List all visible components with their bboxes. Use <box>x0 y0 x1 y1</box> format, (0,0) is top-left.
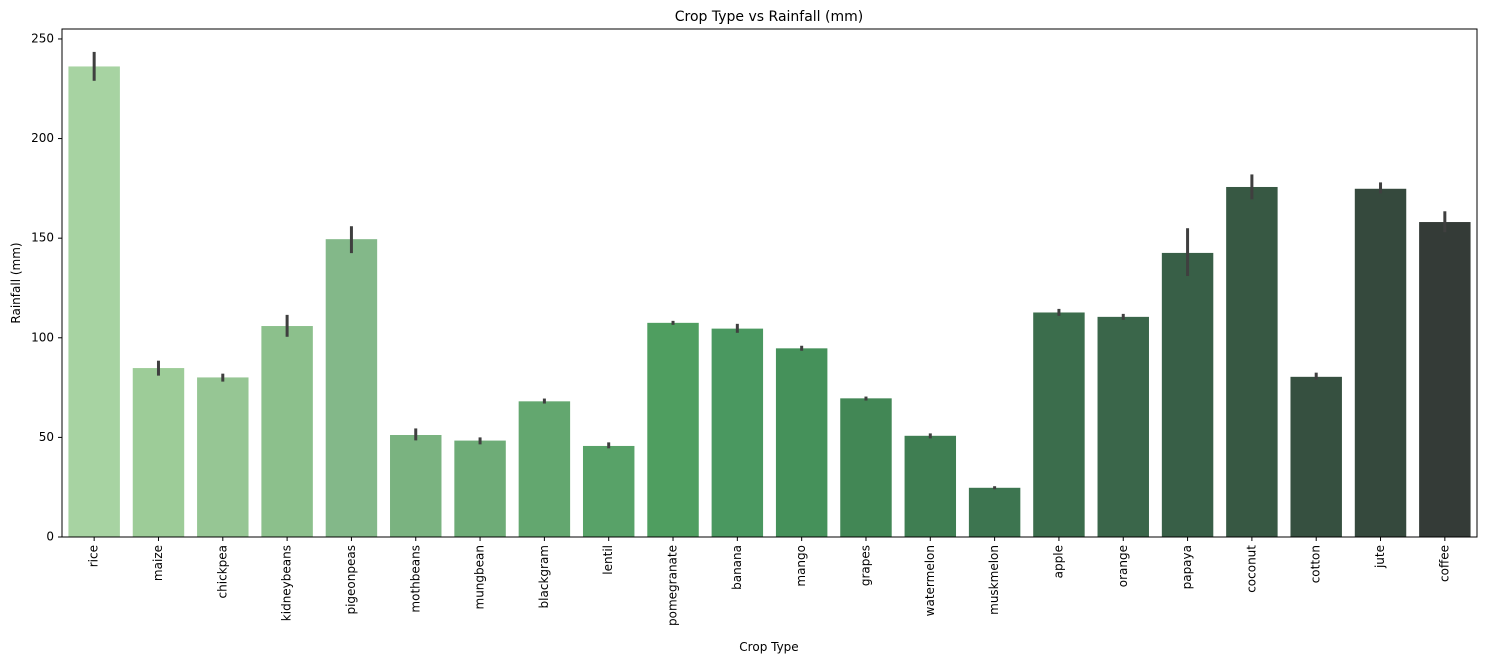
bar-apple <box>1033 312 1085 537</box>
bar-kidneybeans <box>261 326 313 537</box>
bar-watermelon <box>904 435 957 537</box>
bar-rice <box>68 66 120 538</box>
x-tick-label-pigeonpeas: pigeonpeas <box>344 545 358 615</box>
x-tick-label-mango: mango <box>794 545 808 587</box>
y-tick-label-250: 250 <box>31 31 54 45</box>
y-axis: 0 50 100 150 200 250 <box>31 31 62 544</box>
x-tick-label-apple: apple <box>1051 545 1065 578</box>
y-tick-label-50: 50 <box>39 430 54 444</box>
x-axis-label: Crop Type <box>739 640 798 654</box>
bar-pigeonpeas <box>325 239 378 537</box>
bar-banana <box>711 328 764 537</box>
bars-layer <box>68 66 1471 538</box>
bar-mungbean <box>454 440 506 537</box>
x-tick-label-papaya: papaya <box>1180 545 1194 589</box>
bar-grapes <box>840 398 892 537</box>
bar-pomegranate <box>647 322 699 537</box>
bar-cotton <box>1290 376 1342 537</box>
x-tick-label-mothbeans: mothbeans <box>408 545 422 613</box>
bar-coffee <box>1419 222 1471 538</box>
x-tick-label-cotton: cotton <box>1309 545 1323 583</box>
y-tick-label-200: 200 <box>31 131 54 145</box>
x-tick-label-orange: orange <box>1116 545 1130 587</box>
bar-papaya <box>1161 252 1214 537</box>
bar-muskmelon <box>968 487 1021 537</box>
bar-mango <box>775 348 828 537</box>
x-tick-label-chickpea: chickpea <box>215 545 229 598</box>
plot-frame <box>61 28 1478 538</box>
x-tick-label-jute: jute <box>1373 545 1387 569</box>
y-tick-label-0: 0 <box>46 530 54 544</box>
x-tick-label-coffee: coffee <box>1437 545 1451 582</box>
x-tick-label-muskmelon: muskmelon <box>987 545 1001 615</box>
x-tick-label-rice: rice <box>87 545 101 567</box>
x-tick-label-banana: banana <box>730 545 744 590</box>
x-tick-label-coconut: coconut <box>1244 545 1258 593</box>
bar-lentil <box>582 445 635 537</box>
y-tick-label-150: 150 <box>31 231 54 245</box>
x-tick-label-kidneybeans: kidneybeans <box>280 545 294 621</box>
y-tick-label-100: 100 <box>31 330 54 344</box>
x-tick-label-grapes: grapes <box>858 545 872 586</box>
bar-coconut <box>1226 186 1278 538</box>
bar-blackgram <box>518 401 571 537</box>
bar-chickpea <box>197 377 249 537</box>
bar-mothbeans <box>390 435 442 537</box>
y-axis-label: Rainfall (mm) <box>9 242 23 323</box>
x-tick-label-watermelon: watermelon <box>923 545 937 616</box>
error-bars-layer <box>92 51 1447 490</box>
x-axis: rice maize chickpea kidneybeans pigeonpeas mo… <box>87 537 1451 626</box>
x-tick-label-mungbean: mungbean <box>473 545 487 609</box>
x-tick-label-pomegranate: pomegranate <box>666 545 680 626</box>
x-tick-label-lentil: lentil <box>601 545 615 575</box>
bar-jute <box>1354 188 1407 537</box>
bar-maize <box>132 368 185 537</box>
x-tick-label-maize: maize <box>151 545 165 581</box>
x-tick-label-blackgram: blackgram <box>537 545 551 608</box>
bar-orange <box>1097 316 1149 537</box>
chart-title: Crop Type vs Rainfall (mm) <box>675 9 863 25</box>
